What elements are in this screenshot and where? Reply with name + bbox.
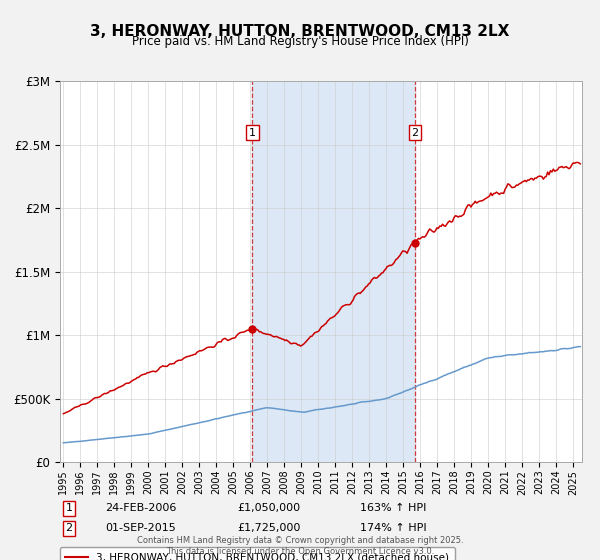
Text: 1: 1: [249, 128, 256, 138]
Legend: 3, HERONWAY, HUTTON, BRENTWOOD, CM13 2LX (detached house), HPI: Average price, d: 3, HERONWAY, HUTTON, BRENTWOOD, CM13 2LX…: [60, 547, 455, 560]
Text: 163% ↑ HPI: 163% ↑ HPI: [360, 503, 427, 514]
Bar: [253, 81, 415, 462]
Text: 01-SEP-2015: 01-SEP-2015: [105, 523, 176, 533]
Text: 2: 2: [411, 128, 418, 138]
Text: Price paid vs. HM Land Registry's House Price Index (HPI): Price paid vs. HM Land Registry's House …: [131, 35, 469, 48]
Text: 1: 1: [65, 503, 73, 514]
Text: £1,050,000: £1,050,000: [237, 503, 300, 514]
Text: 3, HERONWAY, HUTTON, BRENTWOOD, CM13 2LX: 3, HERONWAY, HUTTON, BRENTWOOD, CM13 2LX: [91, 24, 509, 39]
Text: 2: 2: [65, 523, 73, 533]
Text: 174% ↑ HPI: 174% ↑ HPI: [360, 523, 427, 533]
Text: 24-FEB-2006: 24-FEB-2006: [105, 503, 176, 514]
Text: Contains HM Land Registry data © Crown copyright and database right 2025.
This d: Contains HM Land Registry data © Crown c…: [137, 536, 463, 556]
Text: £1,725,000: £1,725,000: [237, 523, 301, 533]
